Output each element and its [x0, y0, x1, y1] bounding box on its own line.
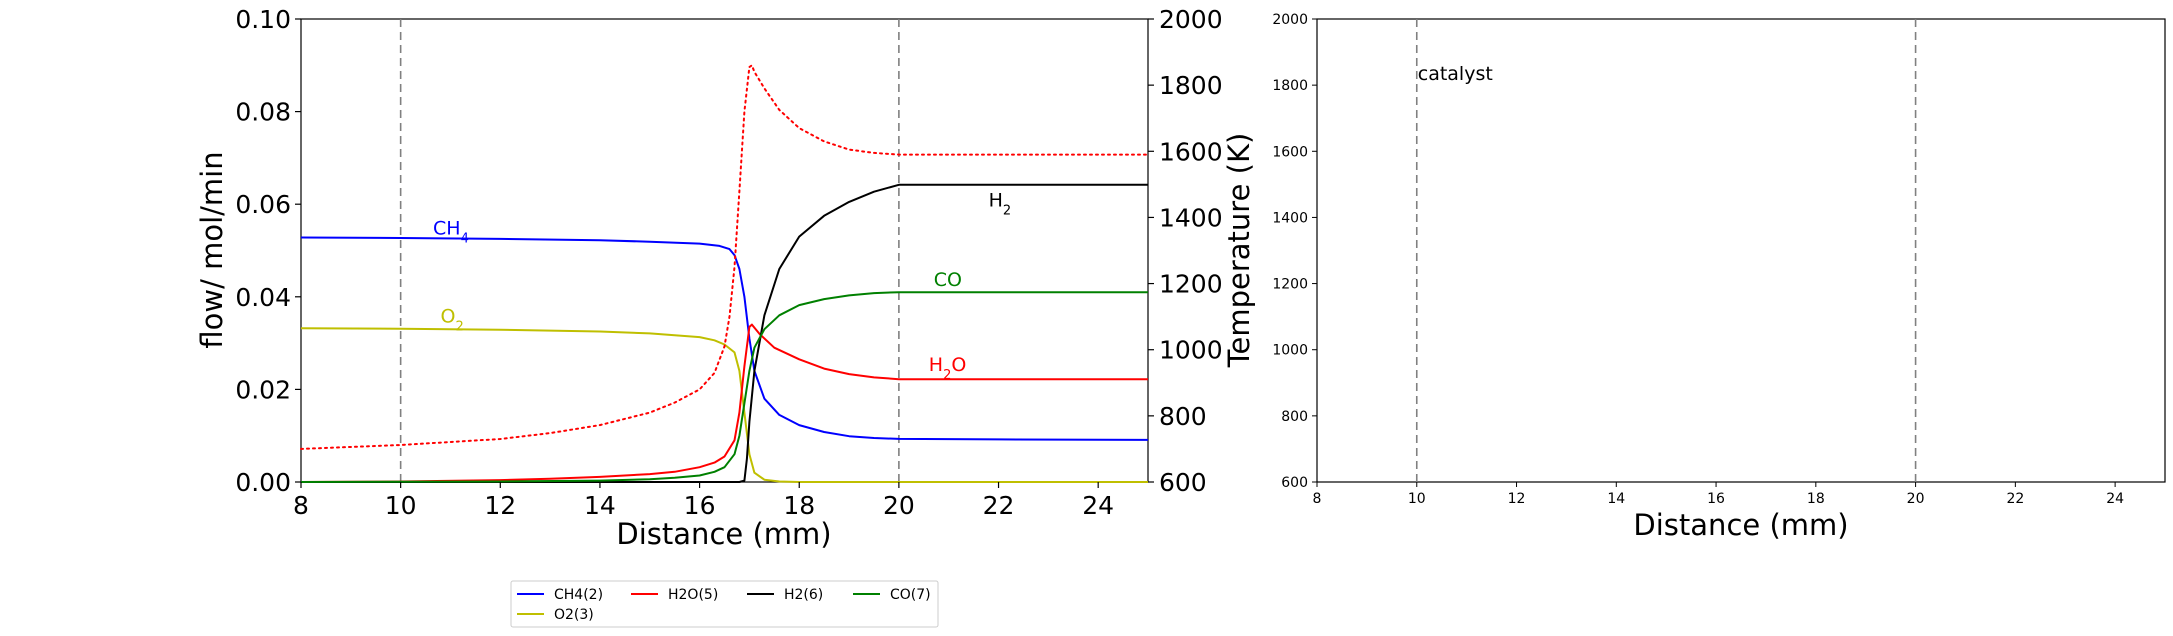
legend-box	[510, 580, 939, 628]
curve-h2	[301, 183, 1148, 483]
left-y2-tick-label-3: 1200	[1159, 270, 1223, 299]
right-plot-frame	[1316, 18, 2166, 483]
left-x-axis-label: Distance (mm)	[616, 517, 831, 551]
left-y-tick-label-5: 0.10	[235, 5, 291, 34]
left-y2-axis-label: Temperature (K)	[1222, 133, 1256, 369]
right-x-tick-label-5: 18	[1807, 491, 1825, 507]
right-chart: 8 10 12 14 16 18 20 22 24 600 800 1000 1200 1400 1600…	[1272, 12, 2166, 542]
right-x-tick-label-3: 14	[1607, 491, 1625, 507]
right-y-ticks: 600 800 1000 1200 1400 1600 1800 2000	[1272, 12, 1317, 491]
right-x-tick-label-4: 16	[1707, 491, 1725, 507]
right-y-tick-label-6: 1800	[1272, 78, 1308, 94]
left-y2-tick-label-1: 800	[1159, 402, 1207, 431]
left-x-tick-label-2: 12	[484, 491, 516, 520]
right-y-tick-label-4: 1400	[1272, 210, 1308, 226]
left-y2-tick-label-0: 600	[1159, 468, 1207, 497]
left-chart: 8 10 12 14 16 18 20 22 24 0.000.020.040.060.080.…	[195, 5, 1256, 551]
left-plot-frame	[300, 18, 1149, 483]
left-x-tick-label-4: 16	[684, 491, 716, 520]
right-x-axis-label: Distance (mm)	[1633, 508, 1848, 542]
legend-label-4: O2(3)	[554, 607, 594, 623]
curve-temp	[300, 64, 1149, 450]
left-y2-tick-label-4: 1400	[1159, 203, 1223, 232]
right-x-tick-label-2: 12	[1508, 491, 1526, 507]
left-y-ticks: 0.00 0.02 0.04 0.06 0.08 0.10	[235, 5, 301, 497]
right-x-tick-label-1: 10	[1408, 491, 1426, 507]
left-y2-ticks: 600 800 1000 1200 1400 1600 1800 2000	[1148, 5, 1223, 497]
left-y-tick-label-4: 0.08	[235, 98, 291, 127]
left-y2-tick-label-7: 2000	[1159, 5, 1223, 34]
legend-label-0: CH4(2)	[554, 587, 603, 603]
legend-label-2: H2(6)	[784, 587, 823, 603]
left-x-tick-label-1: 10	[385, 491, 417, 520]
left-y2-tick-label-5: 1600	[1159, 137, 1223, 166]
right-y-tick-label-0: 600	[1281, 475, 1308, 491]
left-x-tick-label-8: 24	[1082, 491, 1114, 520]
curve-o2	[300, 327, 1148, 483]
label-ch4: CH4	[433, 217, 469, 246]
left-y-tick-label-1: 0.02	[235, 375, 291, 404]
left-x-tick-label-3: 14	[584, 491, 616, 520]
right-y-tick-label-3: 1200	[1272, 277, 1308, 293]
catalyst-annotation: catalyst	[1418, 63, 1493, 85]
left-curve-labels: CH4 O2 H2 CO H2O	[433, 190, 1011, 383]
legend-label-1: H2O(5)	[668, 587, 718, 603]
label-co: CO	[934, 269, 962, 291]
right-y-tick-label-7: 2000	[1272, 12, 1308, 28]
curve-h2o	[300, 323, 1148, 483]
left-y-tick-label-0: 0.00	[235, 468, 291, 497]
left-y-tick-label-2: 0.04	[235, 283, 291, 312]
label-o2: O2	[441, 305, 464, 334]
right-y-tick-label-5: 1600	[1272, 144, 1308, 160]
left-y-tick-label-3: 0.06	[235, 190, 291, 219]
label-h2: H2	[989, 190, 1012, 219]
left-x-tick-label-6: 20	[883, 491, 915, 520]
legend-entries: CH4(2) H2O(5) H2(6) CO(7) O2(3)	[517, 587, 931, 623]
right-x-ticks: 8 10 12 14 16 18 20 22 24	[1313, 482, 2124, 507]
label-h2o: H2O	[929, 354, 967, 383]
left-curves	[300, 64, 1149, 483]
legend: CH4(2) H2O(5) H2(6) CO(7) O2(3)	[510, 580, 939, 628]
curve-co	[300, 291, 1148, 483]
curve-ch4	[300, 236, 1149, 441]
right-x-tick-label-7: 22	[2006, 491, 2024, 507]
right-y-tick-label-2: 1000	[1272, 343, 1308, 359]
left-y-axis-label: flow/ mol/min	[195, 151, 229, 348]
right-x-tick-label-0: 8	[1313, 491, 1322, 507]
right-x-tick-label-8: 24	[2106, 491, 2124, 507]
left-y2-tick-label-2: 1000	[1159, 336, 1223, 365]
left-y2-tick-label-6: 1800	[1159, 71, 1223, 100]
right-y-tick-label-1: 800	[1281, 409, 1308, 425]
left-x-ticks: 8 10 12 14 16 18 20 22 24	[293, 482, 1114, 520]
legend-label-3: CO(7)	[890, 587, 931, 603]
left-x-tick-label-5: 18	[783, 491, 815, 520]
right-x-tick-label-6: 20	[1907, 491, 1925, 507]
left-x-tick-label-0: 8	[293, 491, 309, 520]
left-x-tick-label-7: 22	[983, 491, 1015, 520]
